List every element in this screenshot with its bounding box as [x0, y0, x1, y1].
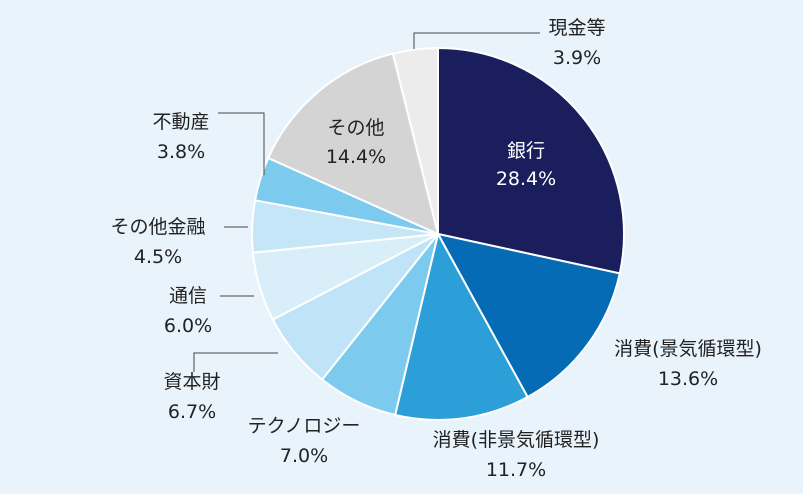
slice-value-real-estate: 3.8% — [157, 141, 205, 163]
leader-line-real-estate — [218, 112, 265, 175]
slice-label-cash: 現金等 — [548, 17, 605, 39]
slice-label-other-financials: その他金融 — [110, 216, 205, 238]
slice-label-capital-goods: 資本財 — [163, 371, 220, 393]
slice-value-consumer-noncyclical: 11.7% — [486, 459, 546, 481]
slice-value-banks: 28.4% — [496, 168, 556, 190]
slice-value-consumer-cyclical: 13.6% — [658, 368, 718, 390]
slice-label-telecom: 通信 — [169, 285, 207, 307]
pie-slice-consumer-cyclical — [436, 232, 621, 399]
leader-line-cash — [413, 32, 540, 49]
slice-label-consumer-cyclical: 消費(景気循環型) — [614, 338, 762, 360]
pie-slice-consumer-noncyclical — [393, 231, 529, 421]
slice-value-cash: 3.9% — [553, 47, 601, 69]
slice-value-technology: 7.0% — [280, 445, 328, 467]
slice-value-other-financials: 4.5% — [134, 246, 182, 268]
leader-lines — [193, 32, 540, 372]
pie-slices — [251, 46, 625, 421]
slice-value-telecom: 6.0% — [164, 315, 212, 337]
slice-label-technology: テクノロジー — [248, 415, 361, 437]
leader-line-capital-goods — [193, 352, 278, 372]
slice-value-capital-goods: 6.7% — [168, 401, 216, 423]
pie-slice-others — [266, 52, 440, 236]
slice-label-consumer-noncyclical: 消費(非景気循環型) — [433, 429, 600, 451]
slice-labels: 銀行 28.4% 消費(景気循環型) 13.6% 消費(非景気循環型) 11.7… — [110, 17, 761, 481]
pie-slice-banks — [437, 46, 625, 275]
pie-slice-cash — [391, 46, 439, 235]
slice-label-banks: 銀行 — [507, 140, 545, 162]
slice-label-others: その他 — [327, 117, 384, 139]
slice-label-real-estate: 不動産 — [152, 111, 209, 133]
slice-value-others: 14.4% — [326, 146, 386, 168]
